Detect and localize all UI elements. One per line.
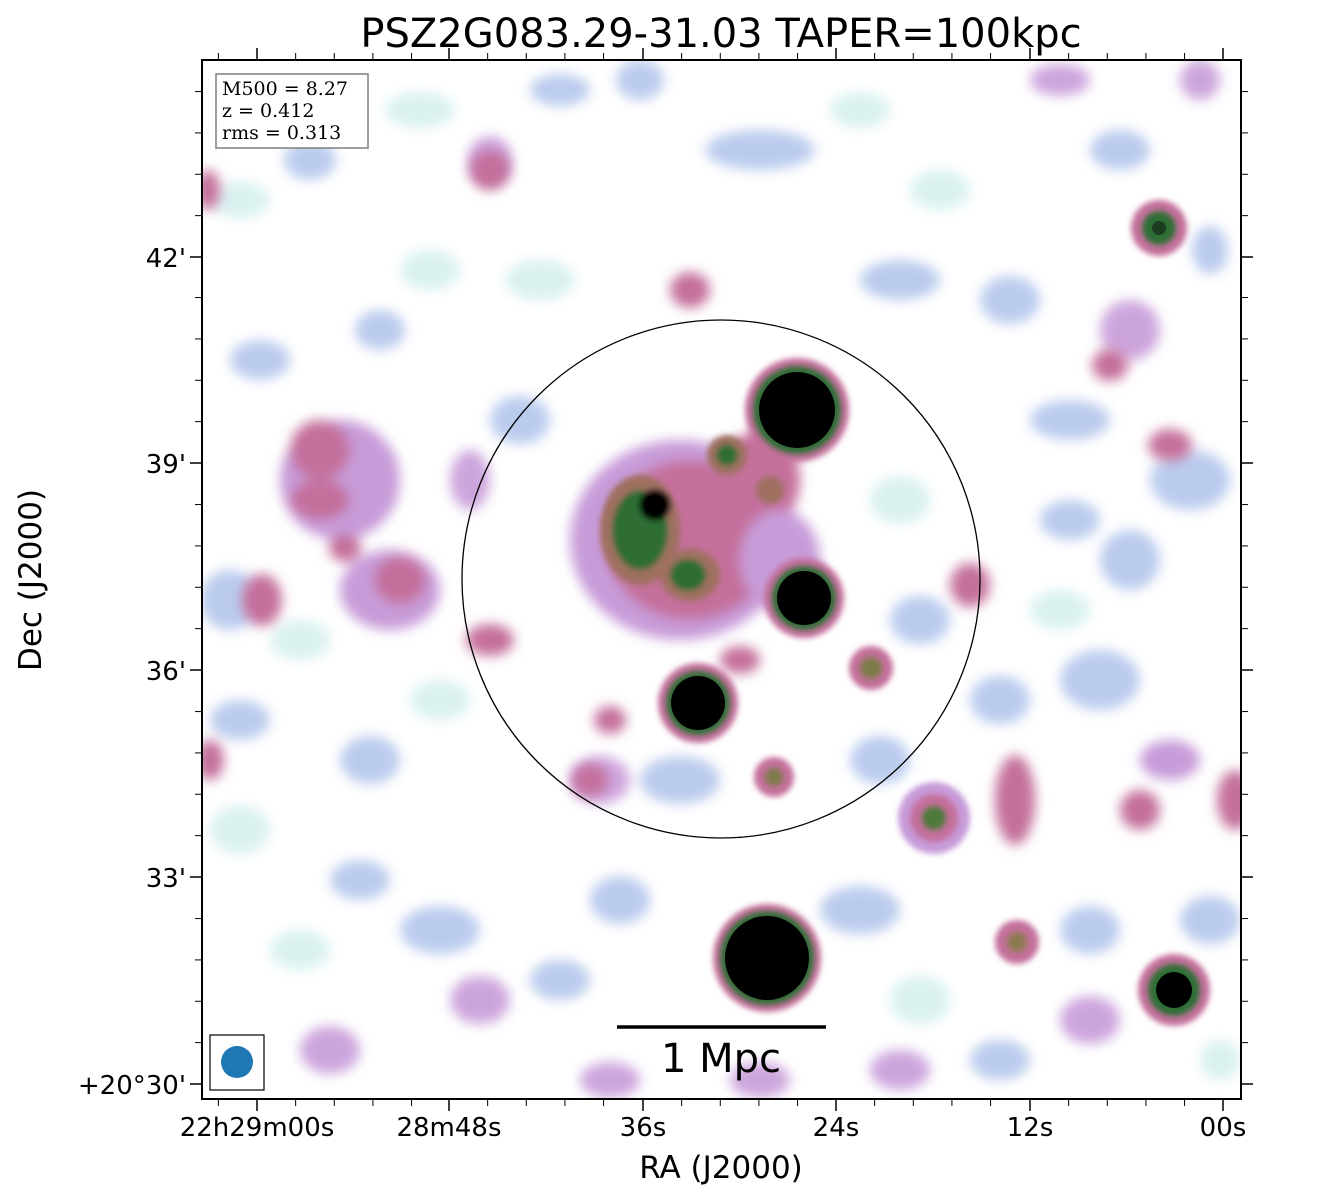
info-redshift: z = 0.412 (222, 100, 314, 122)
info-rms: rms = 0.313 (222, 122, 341, 144)
source-bright-1 (745, 358, 849, 462)
source-bright-5 (1138, 954, 1210, 1026)
x-tick-labels: 22h29m00s 28m48s 36s 24s 12s 00s (180, 1113, 1247, 1143)
y-tick-labels: +20°30' 33' 36' 39' 42' (78, 244, 186, 1101)
x-tick-label: 00s (1200, 1113, 1247, 1143)
figure-title: PSZ2G083.29-31.03 TAPER=100kpc (360, 11, 1081, 57)
x-tick-label: 24s (813, 1113, 860, 1143)
source-bright-2 (764, 558, 844, 638)
r500-circle (461, 319, 981, 839)
source-7 (898, 782, 970, 854)
plot-area: 1 Mpc (202, 60, 1241, 1099)
x-tick-label: 12s (1007, 1113, 1054, 1143)
source-9 (754, 757, 794, 797)
y-tick-label: 33' (146, 864, 186, 894)
info-box: M500 = 8.27 z = 0.412 rms = 0.313 (215, 73, 369, 149)
y-tick-label: 42' (146, 244, 186, 274)
x-tick-label: 22h29m00s (180, 1113, 335, 1143)
info-m500: M500 = 8.27 (222, 78, 348, 100)
source-bright-3 (658, 663, 738, 743)
y-tick-label: +20°30' (78, 1071, 186, 1101)
scale-bar-label: 1 Mpc (661, 1036, 781, 1082)
y-tick-label: 36' (146, 657, 186, 687)
x-tick-label: 28m48s (396, 1113, 501, 1143)
source-8 (849, 646, 893, 690)
tick-marks (190, 48, 1253, 1111)
beam-ellipse (221, 1046, 253, 1078)
y-tick-label: 39' (146, 450, 186, 480)
y-axis-label: Dec (J2000) (13, 489, 49, 671)
cluster-cores (600, 435, 784, 601)
source-6 (1131, 200, 1187, 256)
compact-sources (658, 200, 1210, 1026)
source-10 (995, 920, 1039, 964)
source-bright-4 (713, 904, 821, 1012)
x-axis-label: RA (J2000) (639, 1150, 803, 1186)
plot-frame (201, 59, 1242, 1100)
minor-ticks (195, 53, 1248, 1106)
x-tick-label: 36s (620, 1113, 667, 1143)
noise-field (202, 60, 1240, 1098)
